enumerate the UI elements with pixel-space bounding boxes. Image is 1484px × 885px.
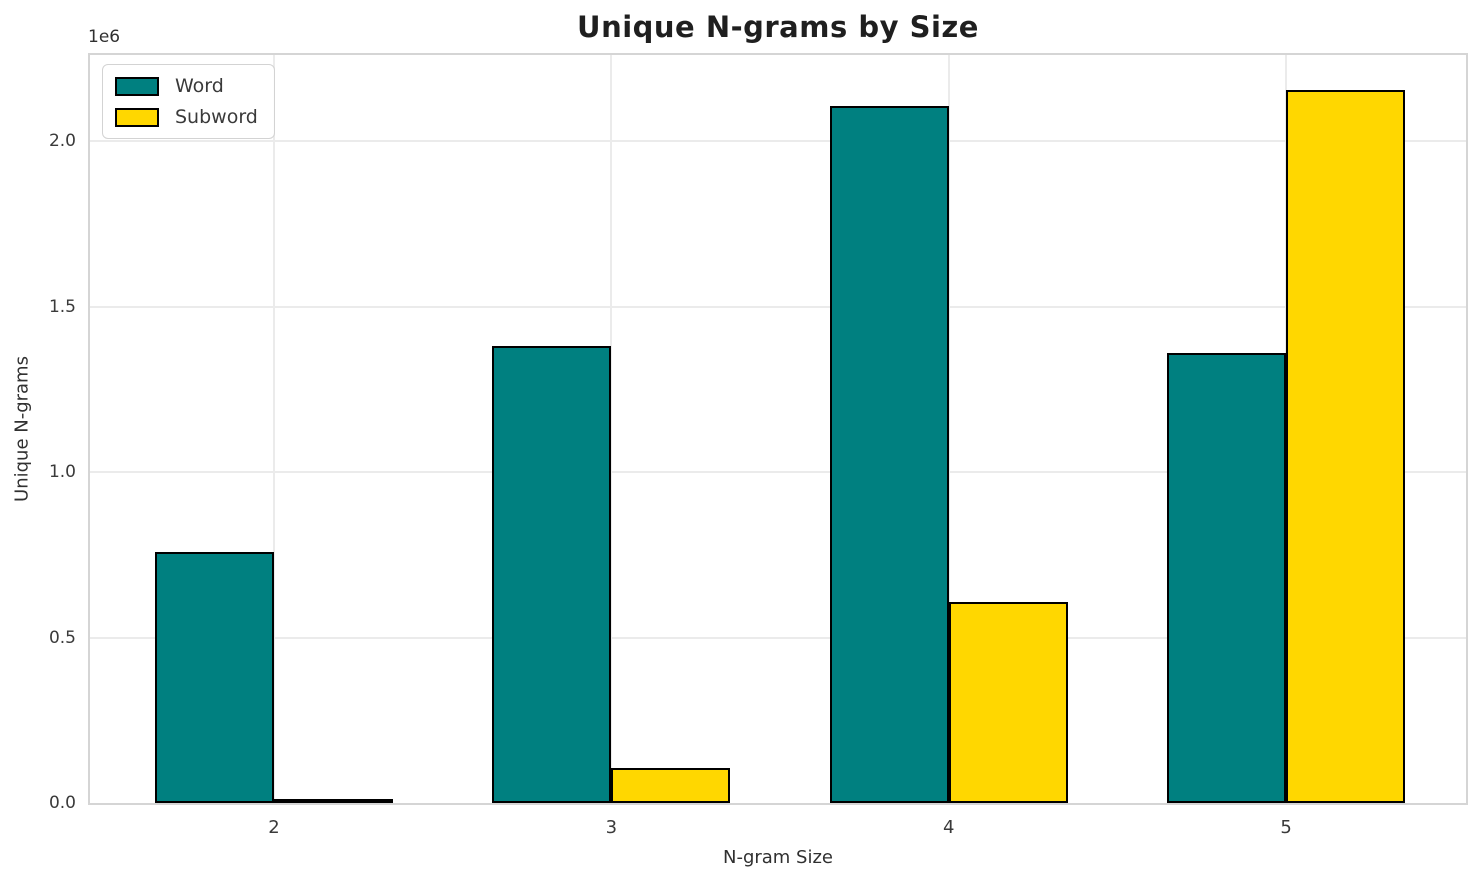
legend: Word Subword xyxy=(102,64,275,139)
legend-label-word: Word xyxy=(175,75,224,97)
y-tick-label: 2.0 xyxy=(48,131,76,152)
x-tick-label: 3 xyxy=(605,817,618,838)
bar-subword xyxy=(611,768,731,803)
gridline-vertical xyxy=(610,55,613,803)
chart-title: Unique N-grams by Size xyxy=(577,10,979,44)
bar-word xyxy=(154,552,274,803)
legend-item-word: Word xyxy=(115,74,258,98)
y-tick-label: 0.5 xyxy=(48,627,76,648)
gridline-horizontal xyxy=(90,471,1466,474)
word-series-swatch xyxy=(115,76,159,96)
x-tick-label: 5 xyxy=(1280,817,1292,838)
x-tick-label: 2 xyxy=(268,817,280,838)
gridline-horizontal xyxy=(90,305,1466,308)
bar-subword xyxy=(273,799,393,803)
y-tick-label: 1.5 xyxy=(48,296,76,317)
gridline-horizontal xyxy=(90,140,1466,143)
plot-area: Word Subword xyxy=(88,53,1468,805)
bar-word xyxy=(1167,353,1287,803)
y-tick-label: 1.0 xyxy=(48,462,76,483)
x-axis-label: N-gram Size xyxy=(722,847,834,868)
y-tick-label: 0.0 xyxy=(48,793,76,813)
gridline-vertical xyxy=(272,55,275,803)
gridline-vertical xyxy=(947,55,950,803)
subword-series-swatch xyxy=(115,107,159,127)
bar-subword xyxy=(1286,90,1406,803)
legend-label-subword: Subword xyxy=(175,106,258,128)
x-tick-label: 4 xyxy=(943,817,955,838)
y-axis-offset-label: 1e6 xyxy=(88,27,121,47)
bar-word xyxy=(492,346,612,803)
bar-word xyxy=(829,106,949,803)
gridline-horizontal xyxy=(90,636,1466,639)
bar-subword xyxy=(948,602,1068,803)
legend-item-subword: Subword xyxy=(115,105,258,129)
